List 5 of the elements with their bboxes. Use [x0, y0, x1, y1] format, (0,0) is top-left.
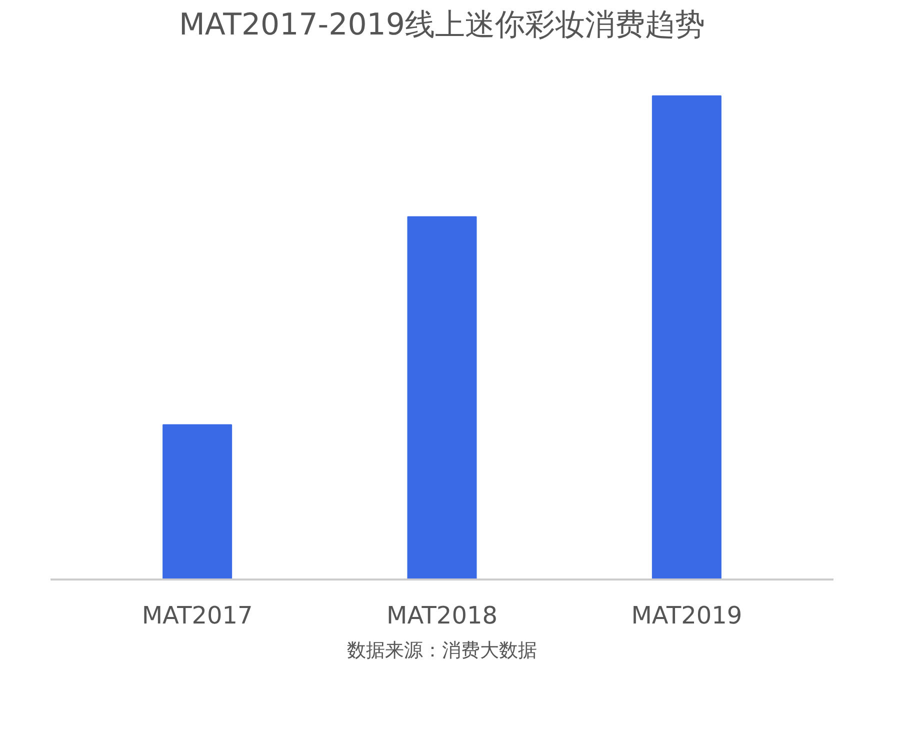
x-tick-label: MAT2018 — [386, 602, 498, 630]
x-tick-label: MAT2019 — [631, 602, 742, 630]
x-tick-label: MAT2017 — [142, 602, 253, 630]
chart-title: MAT2017-2019线上迷你彩妆消费趋势 — [179, 8, 705, 42]
source-note: 数据来源：消费大数据 — [347, 640, 537, 662]
